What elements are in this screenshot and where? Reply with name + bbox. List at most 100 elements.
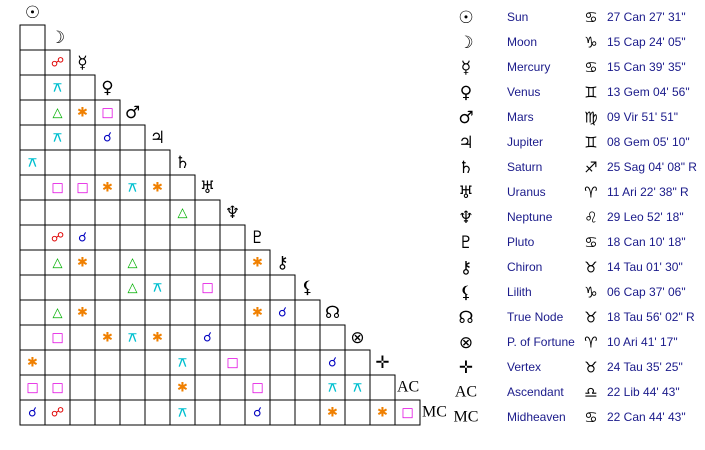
list-glyph: ☉ xyxy=(458,8,473,28)
point-name: Neptune xyxy=(507,210,553,224)
sign-glyph: ♑ xyxy=(584,284,597,302)
grid-cell xyxy=(69,274,96,301)
sign-glyph: ♋ xyxy=(584,9,597,27)
grid-cell xyxy=(144,274,171,301)
position: 29 Leo 52' 18" xyxy=(607,210,684,224)
grid-cell xyxy=(144,399,171,426)
aspect-symbol: ✱ xyxy=(252,306,263,321)
position: 22 Can 44' 43" xyxy=(607,410,686,424)
list-glyph: ♀ xyxy=(460,83,472,103)
grid-cell xyxy=(69,324,96,351)
grid-cell xyxy=(119,249,146,276)
list-glyph: ♇ xyxy=(458,233,473,253)
point-name: Mars xyxy=(507,110,534,124)
sign-glyph: ♈ xyxy=(584,184,597,202)
grid-cell xyxy=(169,174,196,201)
grid-cell xyxy=(94,224,121,251)
aspect-symbol: ☍ xyxy=(51,56,64,71)
point-name: Venus xyxy=(507,85,540,99)
grid-cell xyxy=(44,249,71,276)
grid-cell xyxy=(394,399,421,426)
aspect-symbol: △ xyxy=(53,106,63,121)
grid-cell xyxy=(294,374,321,401)
grid-cell xyxy=(294,349,321,376)
aspect-symbol: □ xyxy=(226,356,238,371)
aspect-symbol: ✱ xyxy=(102,181,113,196)
grid-cell xyxy=(19,99,46,126)
grid-cell xyxy=(144,224,171,251)
aspect-symbol: ⚻ xyxy=(153,281,162,296)
position: 08 Gem 05' 10" xyxy=(607,135,690,149)
grid-cell xyxy=(194,299,221,326)
position: 25 Sag 04' 08" R xyxy=(607,160,697,174)
position: 14 Tau 01' 30" xyxy=(607,260,683,274)
aspect-symbol: ✱ xyxy=(27,356,38,371)
point-name: Chiron xyxy=(507,260,542,274)
aspect-symbol: ☌ xyxy=(278,306,287,321)
grid-cell xyxy=(44,349,71,376)
grid-cell xyxy=(19,49,46,76)
grid-cell xyxy=(269,374,296,401)
grid-cell xyxy=(244,324,271,351)
aspect-symbol: ✱ xyxy=(252,256,263,271)
grid-cell xyxy=(294,299,321,326)
grid-cell xyxy=(119,399,146,426)
grid-cell xyxy=(144,149,171,176)
grid-cell xyxy=(244,249,271,276)
sign-glyph: ♊ xyxy=(584,84,597,102)
grid-cell xyxy=(269,274,296,301)
list-glyph: ⊗ xyxy=(459,333,473,353)
position: 10 Ari 41' 17" xyxy=(607,335,678,349)
grid-cell xyxy=(94,399,121,426)
sign-glyph: ♑ xyxy=(584,34,597,52)
grid-cell xyxy=(369,399,396,426)
aspect-symbol: △ xyxy=(53,306,63,321)
grid-cell xyxy=(219,274,246,301)
position: 15 Can 39' 35" xyxy=(607,60,686,74)
aspect-symbol: □ xyxy=(51,181,63,196)
diagonal-glyph: ☿ xyxy=(77,53,87,73)
grid-cell xyxy=(69,399,96,426)
grid-cell xyxy=(219,374,246,401)
sign-glyph: ♋ xyxy=(584,59,597,77)
diagonal-glyph: ♀ xyxy=(101,78,113,98)
aspect-symbol: ⚻ xyxy=(128,181,137,196)
point-name: Saturn xyxy=(507,160,542,174)
diagonal-glyph: ♃ xyxy=(150,128,165,148)
grid-cell xyxy=(94,274,121,301)
grid-cell xyxy=(19,224,46,251)
grid-cell xyxy=(44,199,71,226)
aspect-symbol: △ xyxy=(53,256,63,271)
aspect-symbol: ✱ xyxy=(152,331,163,346)
point-name: Ascendant xyxy=(507,385,564,399)
grid-cell xyxy=(19,149,46,176)
sign-glyph: ♉ xyxy=(584,309,597,327)
position: 11 Ari 22' 38" R xyxy=(607,185,689,199)
point-name: Moon xyxy=(507,35,537,49)
position: 09 Vir 51' 51" xyxy=(607,110,678,124)
diagonal-glyph: ♆ xyxy=(225,203,240,223)
point-name: Jupiter xyxy=(507,135,543,149)
grid-cell xyxy=(269,349,296,376)
grid-cell xyxy=(194,274,221,301)
aspect-symbol: □ xyxy=(251,381,263,396)
sign-glyph: ♎ xyxy=(584,384,597,402)
sign-glyph: ♈ xyxy=(584,334,597,352)
grid-cell xyxy=(344,349,371,376)
grid-cell xyxy=(144,324,171,351)
aspect-symbol: □ xyxy=(51,381,63,396)
grid-cell xyxy=(119,374,146,401)
list-glyph: ♄ xyxy=(458,158,473,178)
diagonal-glyph: ⊗ xyxy=(350,328,364,348)
point-name: Mercury xyxy=(507,60,550,74)
aspect-symbol: ✱ xyxy=(77,106,88,121)
grid-cell xyxy=(94,374,121,401)
aspect-symbol: □ xyxy=(76,181,88,196)
grid-cell xyxy=(19,124,46,151)
grid-cell xyxy=(219,249,246,276)
grid-cell xyxy=(94,349,121,376)
point-name: True Node xyxy=(507,310,564,324)
aspect-symbol: ☌ xyxy=(103,131,112,146)
grid-cell xyxy=(94,324,121,351)
